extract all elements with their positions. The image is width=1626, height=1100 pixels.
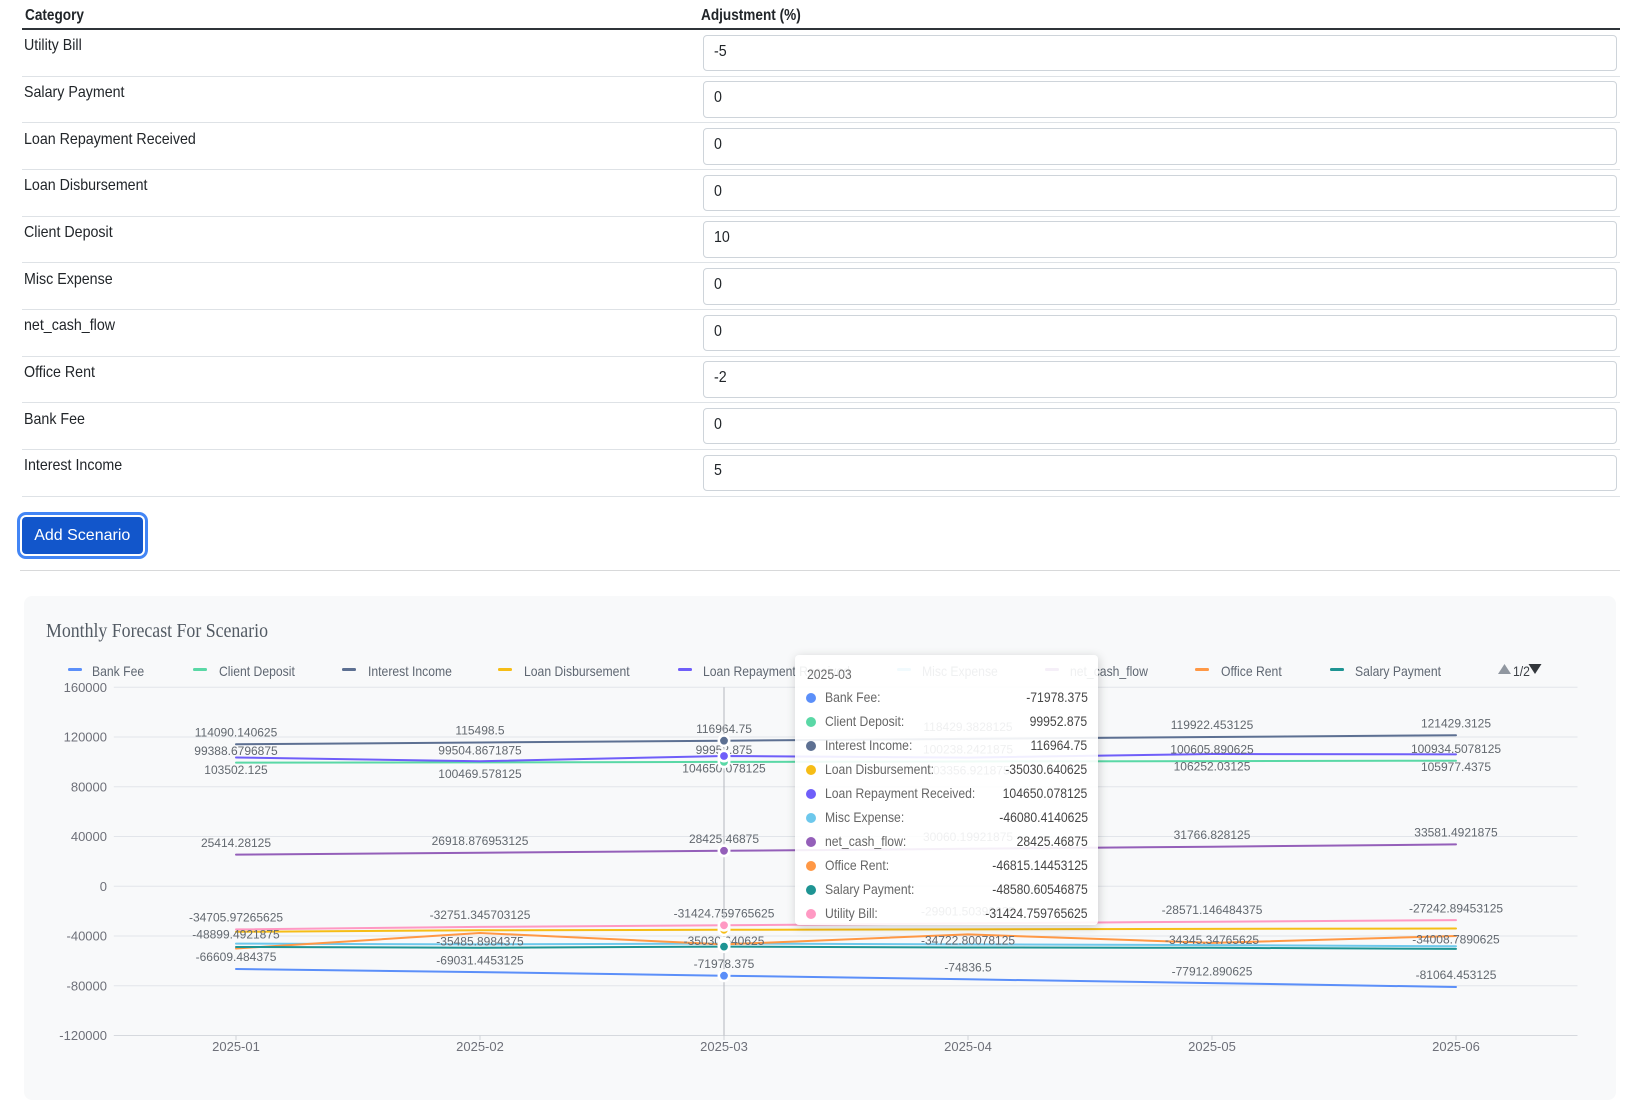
svg-text:2025-06: 2025-06: [1432, 1039, 1480, 1054]
svg-text:-77912.890625: -77912.890625: [1172, 964, 1253, 978]
svg-text:119922.453125: 119922.453125: [1171, 718, 1254, 732]
svg-text:-74836.5: -74836.5: [944, 961, 992, 975]
svg-text:99388.6796875: 99388.6796875: [194, 744, 278, 758]
svg-text:2025-04: 2025-04: [944, 1039, 992, 1054]
svg-text:2025-01: 2025-01: [212, 1039, 260, 1054]
svg-text:-48899.4921875: -48899.4921875: [192, 928, 280, 942]
svg-text:121429.3125: 121429.3125: [1421, 716, 1491, 730]
svg-text:100934.5078125: 100934.5078125: [1411, 742, 1501, 756]
svg-text:0: 0: [100, 879, 107, 894]
svg-text:-32751.345703125: -32751.345703125: [430, 908, 531, 922]
svg-text:100605.890625: 100605.890625: [1170, 742, 1254, 756]
svg-text:-69031.4453125: -69031.4453125: [436, 953, 524, 967]
svg-text:-40000: -40000: [67, 929, 107, 944]
svg-text:26918.876953125: 26918.876953125: [432, 834, 529, 848]
svg-text:99504.8671875: 99504.8671875: [438, 744, 522, 758]
svg-text:-35485.8984375: -35485.8984375: [436, 935, 524, 949]
svg-text:-34345.34765625: -34345.34765625: [1165, 933, 1259, 947]
svg-text:2025-05: 2025-05: [1188, 1039, 1236, 1054]
svg-text:105977.4375: 105977.4375: [1421, 760, 1491, 774]
svg-text:-27242.89453125: -27242.89453125: [1409, 901, 1503, 915]
svg-text:-120000: -120000: [59, 1028, 107, 1043]
svg-text:160000: 160000: [64, 680, 107, 695]
svg-text:-34722.80078125: -34722.80078125: [921, 934, 1015, 948]
svg-text:103502.125: 103502.125: [204, 763, 268, 777]
svg-text:115498.5: 115498.5: [455, 724, 504, 738]
svg-text:2025-03: 2025-03: [700, 1039, 748, 1054]
svg-text:-66609.484375: -66609.484375: [196, 950, 277, 964]
svg-text:114090.140625: 114090.140625: [195, 726, 278, 740]
svg-text:120000: 120000: [64, 730, 107, 745]
svg-text:106252.03125: 106252.03125: [1174, 760, 1251, 774]
svg-text:100469.578125: 100469.578125: [438, 767, 522, 781]
svg-text:33581.4921875: 33581.4921875: [1414, 826, 1498, 840]
svg-text:-34705.97265625: -34705.97265625: [189, 911, 283, 925]
svg-text:-80000: -80000: [67, 978, 107, 993]
svg-text:40000: 40000: [71, 829, 107, 844]
svg-text:2025-02: 2025-02: [456, 1039, 504, 1054]
svg-text:31766.828125: 31766.828125: [1174, 828, 1251, 842]
svg-text:80000: 80000: [71, 779, 107, 794]
svg-text:-34008.7890625: -34008.7890625: [1412, 933, 1500, 947]
svg-text:25414.28125: 25414.28125: [201, 836, 271, 850]
svg-text:-28571.146484375: -28571.146484375: [1162, 903, 1263, 917]
svg-text:-81064.453125: -81064.453125: [1416, 968, 1497, 982]
